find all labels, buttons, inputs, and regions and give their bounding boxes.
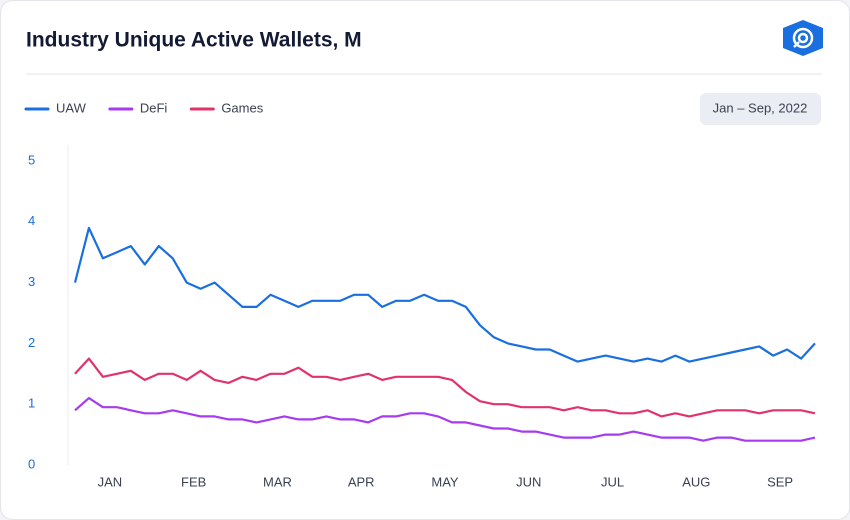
- x-tick-label: MAR: [263, 474, 292, 489]
- x-tick-label: SEP: [767, 474, 793, 489]
- y-tick-label: 1: [28, 396, 35, 411]
- x-tick-label: FEB: [181, 474, 206, 489]
- x-tick-label: JUN: [516, 474, 541, 489]
- x-tick-label: AUG: [682, 474, 710, 489]
- date-range-button[interactable]: [700, 93, 821, 125]
- y-tick-label: 2: [28, 335, 35, 350]
- y-tick-label: 0: [28, 456, 35, 471]
- legend-label: UAW: [56, 100, 87, 115]
- y-tick-label: 4: [28, 213, 35, 228]
- y-tick-label: 3: [28, 274, 35, 289]
- logo: [783, 20, 823, 56]
- legend-label: Games: [221, 100, 263, 115]
- date-range-label[interactable]: Jan – Sep, 2022: [713, 100, 808, 115]
- x-tick-label: APR: [348, 474, 375, 489]
- x-tick-label: JAN: [98, 474, 123, 489]
- series-line: [74, 357, 816, 418]
- chart-title: Industry Unique Active Wallets, M: [26, 29, 362, 52]
- y-tick-label: 5: [28, 152, 35, 167]
- x-tick-label: MAY: [431, 474, 459, 489]
- legend-label: DeFi: [140, 100, 168, 115]
- x-tick-label: JUL: [601, 474, 624, 489]
- series-line: [73, 226, 816, 363]
- series-line: [74, 397, 816, 442]
